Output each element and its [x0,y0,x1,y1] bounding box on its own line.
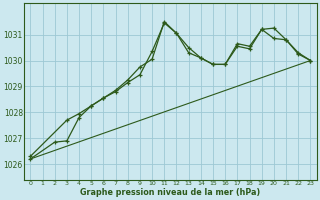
X-axis label: Graphe pression niveau de la mer (hPa): Graphe pression niveau de la mer (hPa) [80,188,260,197]
